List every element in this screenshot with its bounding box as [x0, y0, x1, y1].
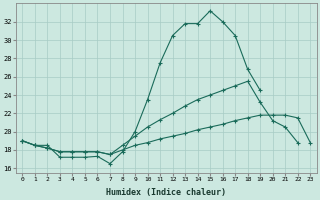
X-axis label: Humidex (Indice chaleur): Humidex (Indice chaleur) [106, 188, 226, 197]
